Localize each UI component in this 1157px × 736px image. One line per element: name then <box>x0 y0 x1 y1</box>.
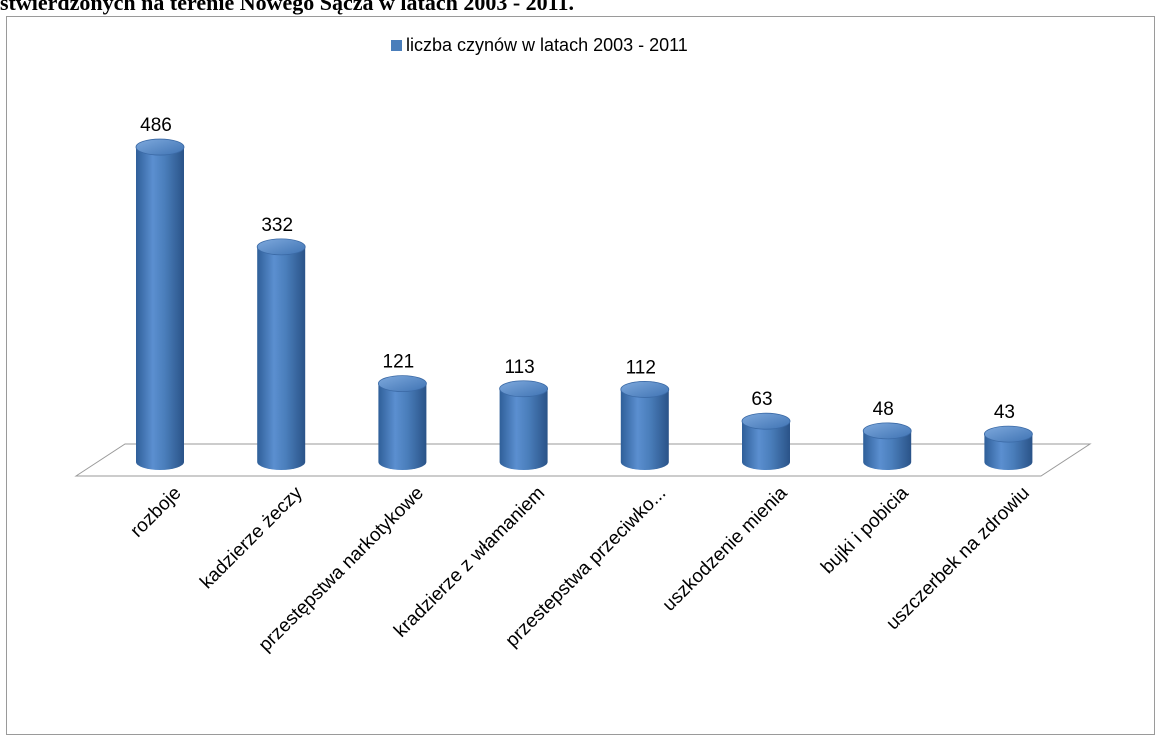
data-label-2: 332 <box>261 215 293 236</box>
bar-top-2 <box>256 238 306 256</box>
chart-frame <box>6 16 1155 735</box>
chart-floor <box>74 443 1092 477</box>
category-label-7: bujki i pobicia <box>817 482 913 578</box>
bar-7 <box>863 430 912 470</box>
bar-group <box>135 138 1033 470</box>
bar-top-8 <box>984 425 1033 443</box>
value-label-group: 486 332 121 113 112 63 48 43 <box>140 115 1015 423</box>
bar-top-1 <box>135 138 185 156</box>
data-label-7: 48 <box>873 399 894 420</box>
bar-top-4 <box>499 380 548 398</box>
data-label-4: 113 <box>504 357 534 378</box>
bar-top-3 <box>377 375 427 392</box>
bar-5 <box>620 389 669 470</box>
category-label-2: kadzierze żeczy <box>196 482 307 593</box>
bar-top-6 <box>741 412 791 430</box>
page-title: stwierdzonych na terenie Nowego Sącza w … <box>0 0 574 15</box>
bar-3 <box>378 383 427 470</box>
bar-6 <box>742 421 790 470</box>
legend-label: liczba czynów w latach 2003 - 2011 <box>406 35 688 55</box>
bar-2 <box>257 246 306 470</box>
legend-swatch <box>391 40 402 51</box>
bar-4 <box>499 388 548 470</box>
category-label-6: uszkodzenie mienia <box>659 482 792 615</box>
category-label-8: uszczerbek na zdrowiu <box>882 483 1034 635</box>
bar-top-7 <box>862 422 912 440</box>
category-label-1: rozboje <box>127 483 186 542</box>
bar-8 <box>984 434 1033 470</box>
data-label-8: 43 <box>994 402 1015 423</box>
data-label-5: 112 <box>626 357 656 378</box>
bar-1 <box>136 147 184 470</box>
data-label-3: 121 <box>383 352 415 373</box>
bar-top-5 <box>620 381 670 398</box>
data-label-1: 486 <box>140 115 172 136</box>
data-label-6: 63 <box>751 389 772 410</box>
